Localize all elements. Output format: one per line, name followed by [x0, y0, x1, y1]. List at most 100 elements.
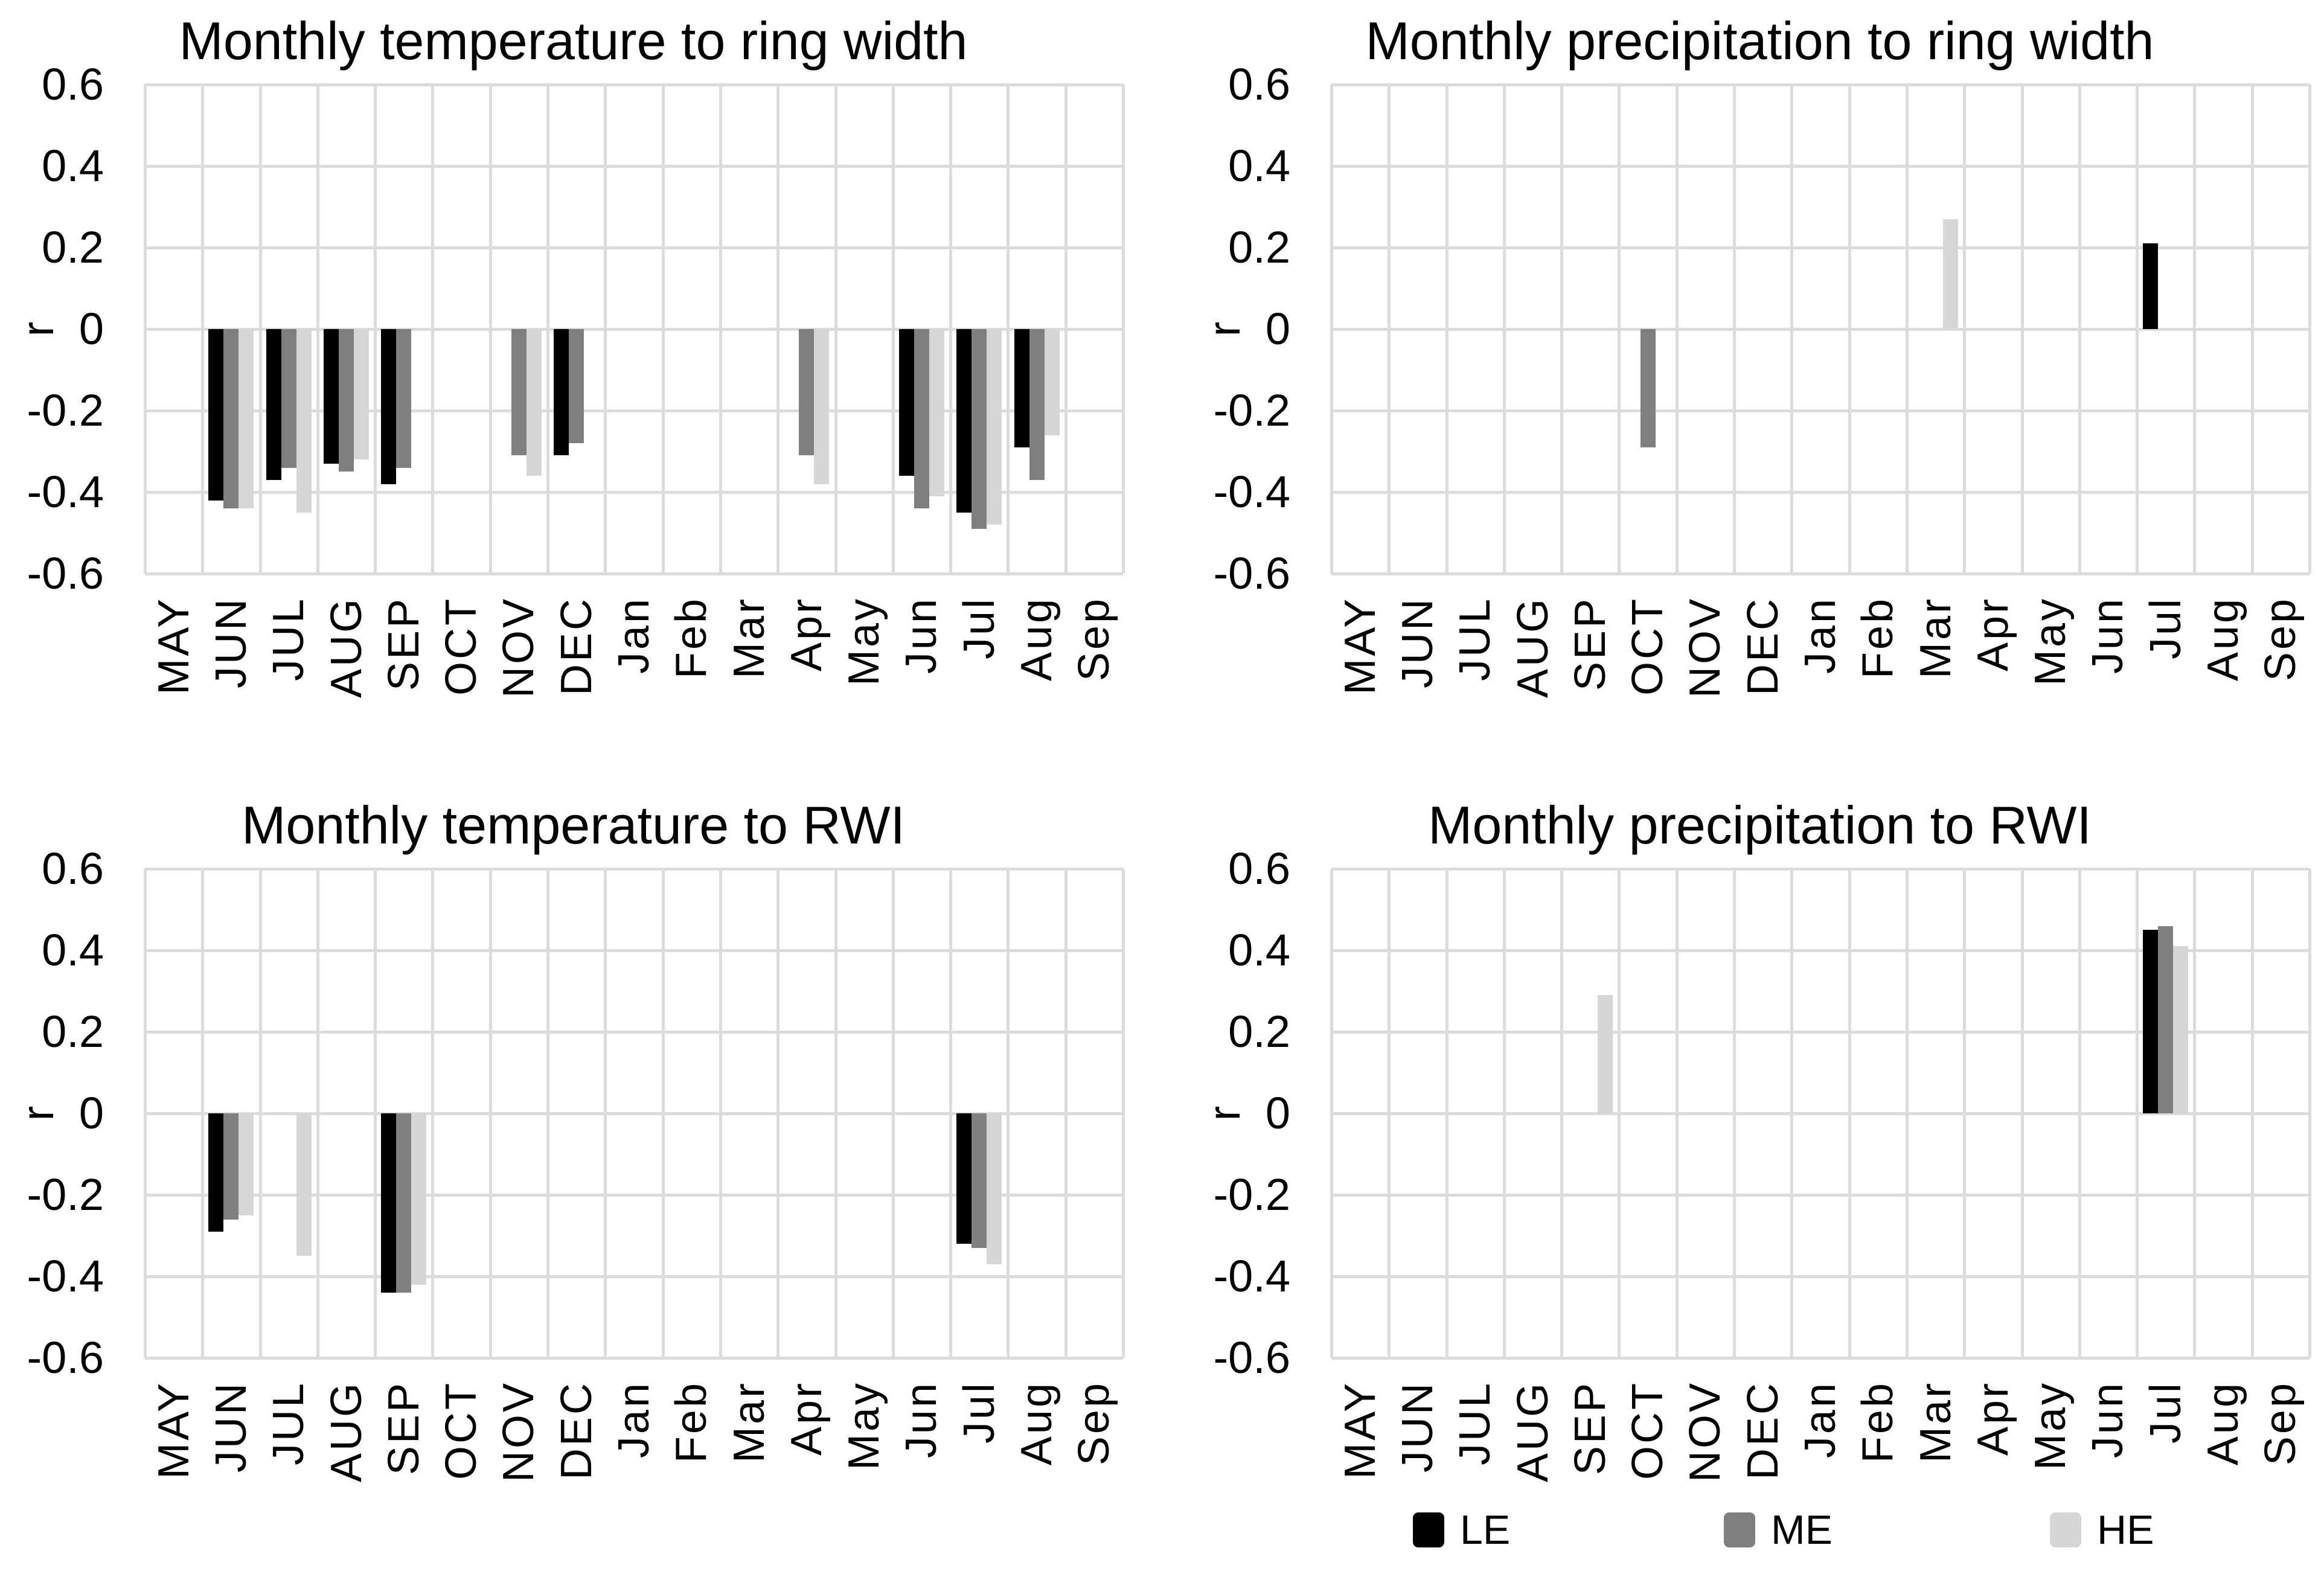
bar-le-Jul	[956, 1113, 972, 1244]
bar-me-NOV	[511, 329, 527, 456]
gridline-horizontal	[145, 1275, 1123, 1278]
x-tick-label-text: OCT	[437, 597, 486, 696]
legend: LE ME HE	[0, 1500, 2324, 1554]
bar-he-SEP	[1598, 995, 1613, 1113]
gridline-vertical	[1560, 869, 1564, 1358]
bar-he-SEP	[411, 1113, 427, 1285]
gridline-vertical	[776, 85, 780, 574]
x-tick-label-text: MAY	[1336, 1381, 1384, 1479]
x-tick-label-text: May	[2026, 597, 2075, 686]
y-tick-label: 0.4	[1228, 925, 1290, 975]
gridline-vertical	[1963, 869, 1967, 1358]
gridline-horizontal	[1331, 1112, 2310, 1115]
gridline-horizontal	[145, 83, 1123, 86]
bar-le-JUL	[266, 329, 281, 480]
y-tick-label: 0.4	[42, 925, 104, 975]
x-tick-label-text: Jul	[2141, 597, 2190, 660]
gridline-vertical	[604, 85, 607, 574]
x-tick-label-text: SEP	[1566, 1381, 1615, 1476]
x-tick-label-text: Jul	[955, 1381, 1004, 1444]
gridline-vertical	[661, 85, 665, 574]
x-tick-label-text: Apr	[1968, 1381, 2017, 1456]
bar-me-AUG	[339, 329, 354, 472]
gridline-horizontal	[145, 1031, 1123, 1034]
x-tick-label-text: Jun	[2084, 1381, 2133, 1459]
x-tick-label-text: Jul	[2141, 1381, 2190, 1444]
gridline-horizontal	[1331, 1031, 2310, 1034]
gridline-vertical	[2193, 869, 2197, 1358]
gridline-horizontal	[145, 491, 1123, 494]
bar-le-Jul	[956, 329, 972, 513]
bar-le-Jul	[2143, 243, 2159, 329]
gridline-vertical	[201, 85, 205, 574]
gridline-vertical	[546, 85, 550, 574]
y-tick-label: -0.6	[1213, 1332, 1290, 1383]
bar-he-Jul	[987, 329, 1002, 525]
gridline-horizontal	[145, 1357, 1123, 1360]
x-tick-label-text: DEC	[1738, 597, 1787, 696]
x-tick-label-text: NOV	[1681, 597, 1730, 699]
x-tick-label-text: Mar	[725, 1381, 773, 1463]
x-tick-label-text: MAY	[1336, 597, 1384, 695]
x-tick-label-text: MAY	[149, 1381, 198, 1479]
gridline-vertical	[1790, 869, 1794, 1358]
x-tick-label-text: May	[2026, 1381, 2075, 1471]
gridline-vertical	[1963, 85, 1967, 574]
gridline-vertical	[1618, 85, 1621, 574]
gridline-vertical	[1618, 869, 1621, 1358]
gridline-horizontal	[145, 1194, 1123, 1197]
bar-le-JUN	[208, 1113, 224, 1232]
gridline-vertical	[2020, 85, 2024, 574]
gridline-vertical	[1330, 869, 1333, 1358]
y-tick-label: -0.2	[27, 385, 104, 435]
gridline-vertical	[1007, 869, 1010, 1358]
x-tick-label-text: SEP	[379, 597, 428, 691]
gridline-horizontal	[1331, 409, 2310, 412]
x-tick-label-text: Jan	[1796, 1381, 1845, 1459]
y-tick-label: 0	[78, 304, 104, 354]
legend-item-he: HE	[2050, 1508, 2154, 1552]
gridline-vertical	[719, 869, 722, 1358]
x-tick-label-text: MAY	[149, 597, 198, 695]
gridline-vertical	[891, 869, 895, 1358]
panel-precipitation-rwi: Monthly precipitation to RWI 0.6 0.4 0.2 0 -…	[1186, 784, 2324, 1563]
gridline-vertical	[201, 869, 205, 1358]
x-tick-label-text: Aug	[2199, 597, 2248, 682]
plot-area	[144, 868, 1125, 1360]
legend-swatch-me-icon	[1724, 1512, 1755, 1547]
y-axis-title: r	[1199, 1105, 1249, 1121]
gridline-vertical	[1848, 85, 1851, 574]
x-tick-label-text: Jun	[897, 1381, 946, 1459]
bar-me-OCT	[1640, 329, 1656, 447]
x-tick-label-text: Feb	[1854, 1381, 1903, 1464]
x-tick-label-text: Feb	[1854, 597, 1903, 679]
gridline-vertical	[258, 85, 262, 574]
gridline-vertical	[949, 869, 953, 1358]
x-tick-label-text: JUL	[264, 597, 313, 682]
gridline-vertical	[1064, 85, 1068, 574]
bar-le-SEP	[381, 1113, 397, 1293]
gridline-vertical	[2136, 85, 2139, 574]
gridline-horizontal	[1331, 165, 2310, 168]
x-tick-label-text: Aug	[2199, 1381, 2248, 1466]
y-tick-label: 0.6	[42, 843, 104, 894]
y-tick-label: -0.2	[1213, 1169, 1290, 1220]
gridline-vertical	[1560, 85, 1564, 574]
x-tick-label-text: Jan	[1796, 597, 1845, 674]
x-tick-label-text: OCT	[437, 1381, 486, 1480]
x-tick-label-text: Apr	[1968, 597, 2017, 672]
gridline-vertical	[316, 869, 319, 1358]
plot-area	[144, 83, 1125, 575]
bar-he-NOV	[526, 329, 542, 476]
x-tick-label-text: Mar	[1911, 1381, 1960, 1463]
gridline-horizontal	[1331, 246, 2310, 249]
y-tick-label: -0.4	[1213, 467, 1290, 517]
x-tick-label-text: AUG	[1508, 597, 1557, 699]
gridline-horizontal	[145, 246, 1123, 249]
x-tick-label-text: AUG	[322, 597, 371, 699]
y-axis-title: r	[1199, 321, 1249, 337]
bar-me-Jun	[914, 329, 929, 508]
gridline-vertical	[2020, 869, 2024, 1358]
y-axis-title: r	[13, 1105, 63, 1121]
gridline-horizontal	[1331, 949, 2310, 952]
